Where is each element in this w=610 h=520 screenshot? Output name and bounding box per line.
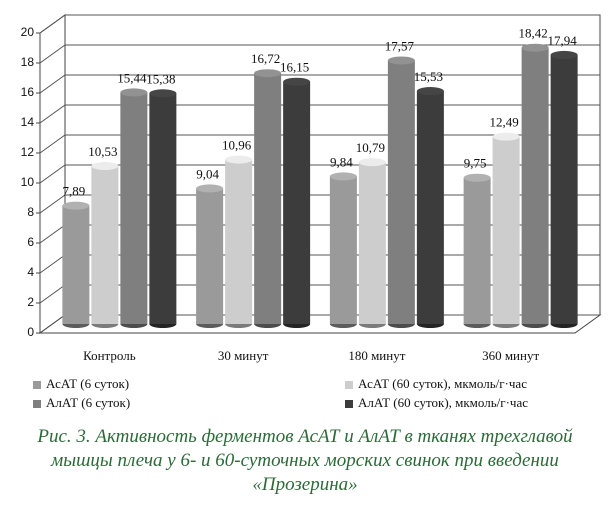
bar	[225, 159, 253, 324]
value-label: 16,15	[280, 60, 309, 75]
bar-cap	[521, 43, 549, 52]
bar	[416, 91, 444, 324]
value-label: 7,89	[63, 184, 86, 199]
value-label: 15,38	[146, 71, 175, 86]
bar	[463, 177, 491, 324]
bar	[62, 205, 90, 324]
y-tick-label: 18	[21, 55, 35, 69]
bar-cap	[91, 162, 119, 171]
value-label: 12,49	[490, 115, 519, 130]
legend-swatch	[345, 381, 353, 389]
legend-label: АсАТ (6 суток)	[46, 376, 129, 391]
bar-cap	[196, 184, 224, 193]
bar-cap	[358, 158, 386, 167]
grid-line	[39, 14, 600, 34]
value-label: 17,57	[385, 38, 415, 53]
value-label: 10,79	[356, 140, 385, 155]
value-label: 9,04	[196, 166, 219, 181]
value-label: 16,72	[251, 51, 280, 66]
y-tick-label: 20	[21, 25, 35, 39]
bar	[492, 136, 520, 324]
grid-line	[39, 44, 600, 64]
bar	[254, 73, 282, 324]
y-tick-label: 0	[27, 325, 34, 339]
y-tick-label: 6	[27, 235, 34, 249]
bar-cap	[62, 201, 90, 210]
bar	[550, 54, 578, 325]
legend-swatch	[33, 381, 41, 389]
legend-label: АлАТ (6 суток)	[46, 395, 130, 410]
bar-cap	[120, 88, 148, 97]
value-label: 10,96	[222, 138, 252, 153]
value-label: 18,42	[519, 26, 548, 41]
value-label: 17,94	[548, 33, 578, 48]
legend-label: АлАТ (60 суток), мкмоль/г·час	[358, 395, 528, 410]
value-label: 15,53	[414, 69, 443, 84]
value-label: 9,75	[464, 156, 487, 171]
bar	[91, 166, 119, 324]
bar-cap	[225, 155, 253, 164]
y-tick-label: 16	[21, 85, 35, 99]
y-tick-label: 8	[27, 205, 34, 219]
x-tick-label: Контроль	[83, 348, 136, 363]
x-tick-label: 360 минут	[482, 348, 539, 363]
x-tick-label: 30 минут	[218, 348, 269, 363]
bar-cap	[492, 132, 520, 141]
bar-cap	[254, 69, 282, 78]
bar	[283, 81, 311, 324]
bar-cap	[283, 77, 311, 86]
value-label: 15,44	[117, 70, 147, 85]
legend-swatch	[345, 400, 353, 408]
legend-label: АсАТ (60 суток), мкмоль/г·час	[358, 376, 527, 391]
y-tick-label: 14	[21, 115, 35, 129]
y-tick-label: 2	[27, 295, 34, 309]
caption: Рис. 3. Активность ферментов АсАТ и АлАТ…	[37, 426, 573, 495]
y-tick-label: 10	[21, 175, 35, 189]
value-label: 10,53	[88, 144, 117, 159]
bar	[329, 176, 357, 324]
x-tick-label: 180 минут	[348, 348, 405, 363]
y-tick-label: 4	[27, 265, 34, 279]
bar-cap	[463, 173, 491, 182]
y-tick-label: 12	[21, 145, 35, 159]
legend-swatch	[33, 400, 41, 408]
bar-cap	[550, 50, 578, 59]
bar	[149, 93, 177, 324]
bar	[387, 60, 415, 324]
bar	[120, 92, 148, 325]
bar	[521, 47, 549, 324]
bar	[358, 162, 386, 324]
bar-cap	[329, 172, 357, 181]
bar-cap	[149, 89, 177, 98]
bar	[196, 188, 224, 324]
grid-line	[39, 74, 600, 94]
value-label: 9,84	[330, 154, 353, 169]
bar-cap	[387, 56, 415, 65]
bar-cap	[416, 87, 444, 96]
